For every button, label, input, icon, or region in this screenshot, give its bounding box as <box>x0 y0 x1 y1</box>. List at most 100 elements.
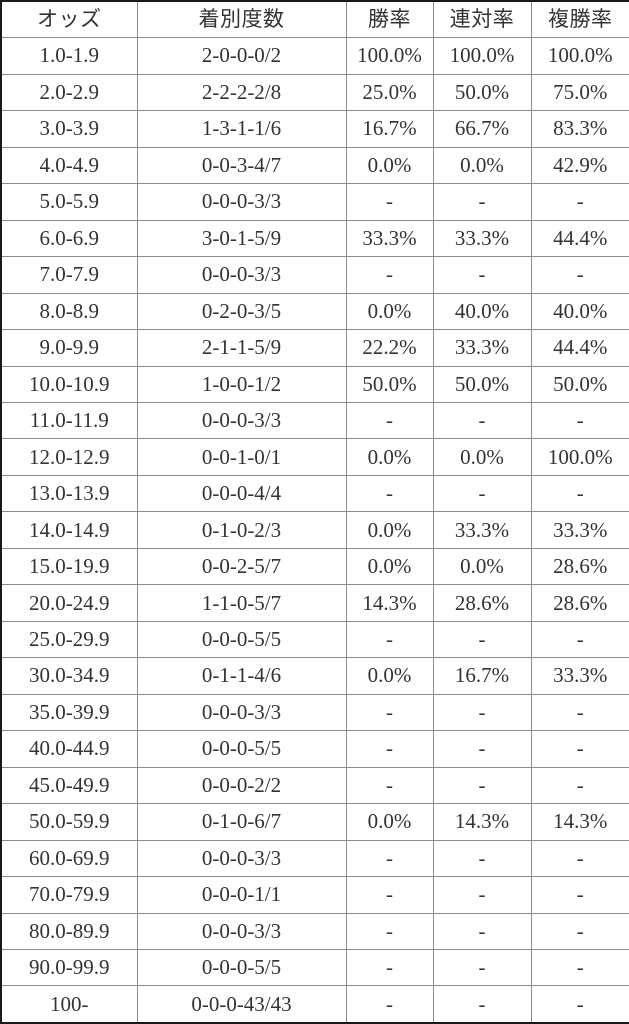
cell-odds: 20.0-24.9 <box>0 584 138 622</box>
cell-win_rate: 0.0% <box>345 438 434 476</box>
cell-odds: 60.0-69.9 <box>0 839 138 878</box>
cell-win_rate: - <box>345 912 434 951</box>
table-row: 45.0-49.9 0-0-0-2/2- - - <box>0 766 629 805</box>
cell-record: 0-0-0-3/3 <box>136 183 347 221</box>
table-row: 1.0-1.9 2-0-0-0/2 100.0% 100.0% 100.0% <box>0 37 629 75</box>
cell-quinella_rate: - <box>432 912 532 951</box>
cell-quinella_rate: 33.3% <box>432 329 532 367</box>
cell-win_rate: - <box>345 693 434 732</box>
table-row: 70.0-79.9 0-0-0-1/1- - - <box>0 876 629 914</box>
cell-odds: 30.0-34.9 <box>0 657 138 695</box>
cell-win_rate: 0.0% <box>345 547 434 586</box>
cell-odds: 50.0-59.9 <box>0 803 138 841</box>
cell-quinella_rate: 0.0% <box>432 146 532 185</box>
cell-quinella_rate: - <box>432 730 532 768</box>
cell-show_rate: - <box>530 256 629 294</box>
table-row: 5.0-5.9 0-0-0-3/3- - - <box>0 183 629 221</box>
cell-win_rate: - <box>345 401 434 440</box>
cell-show_rate: - <box>530 985 629 1024</box>
cell-win_rate: - <box>345 474 434 513</box>
cell-odds: 1.0-1.9 <box>0 37 138 75</box>
cell-odds: 12.0-12.9 <box>0 438 138 476</box>
cell-win_rate: - <box>345 730 434 768</box>
cell-record: 2-1-1-5/9 <box>136 329 347 367</box>
cell-win_rate: - <box>345 985 434 1024</box>
table-row: 15.0-19.9 0-0-2-5/7 0.0% 0.0% 28.6% <box>0 547 629 586</box>
table-row: 11.0-11.9 0-0-0-3/3- - - <box>0 401 629 440</box>
cell-record: 0-1-1-4/6 <box>136 657 347 695</box>
cell-quinella_rate: 14.3% <box>432 803 532 841</box>
cell-quinella_rate: - <box>432 256 532 294</box>
cell-win_rate: 0.0% <box>345 803 434 841</box>
cell-record: 0-0-3-4/7 <box>136 146 347 185</box>
cell-show_rate: 40.0% <box>530 292 629 331</box>
cell-win_rate: 14.3% <box>345 584 434 622</box>
table-row: 9.0-9.9 2-1-1-5/9 22.2% 33.3% 44.4% <box>0 329 629 367</box>
cell-show_rate: - <box>530 839 629 878</box>
cell-win_rate: 0.0% <box>345 292 434 331</box>
cell-quinella_rate: 40.0% <box>432 292 532 331</box>
cell-odds: 5.0-5.9 <box>0 183 138 221</box>
cell-odds: 10.0-10.9 <box>0 365 138 403</box>
cell-win_rate: 100.0% <box>345 37 434 75</box>
cell-show_rate: - <box>530 474 629 513</box>
cell-quinella_rate: 100.0% <box>432 37 532 75</box>
table-row: 25.0-29.9 0-0-0-5/5- - - <box>0 620 629 659</box>
cell-show_rate: 28.6% <box>530 547 629 586</box>
cell-win_rate: - <box>345 839 434 878</box>
cell-odds: 45.0-49.9 <box>0 766 138 805</box>
table-row: 4.0-4.9 0-0-3-4/7 0.0% 0.0% 42.9% <box>0 146 629 185</box>
cell-quinella_rate: 0.0% <box>432 438 532 476</box>
table-row: 12.0-12.9 0-0-1-0/1 0.0% 0.0% 100.0% <box>0 438 629 476</box>
cell-show_rate: - <box>530 912 629 951</box>
cell-show_rate: - <box>530 401 629 440</box>
cell-show_rate: 50.0% <box>530 365 629 403</box>
cell-record: 0-0-1-0/1 <box>136 438 347 476</box>
cell-quinella_rate: 33.3% <box>432 511 532 549</box>
cell-quinella_rate: - <box>432 183 532 221</box>
table-row: 14.0-14.9 0-1-0-2/3 0.0% 33.3% 33.3% <box>0 511 629 549</box>
cell-record: 0-0-0-3/3 <box>136 912 347 951</box>
table-row: 80.0-89.9 0-0-0-3/3- - - <box>0 912 629 951</box>
cell-odds: 35.0-39.9 <box>0 693 138 732</box>
cell-win_rate: - <box>345 256 434 294</box>
cell-quinella_rate: 28.6% <box>432 584 532 622</box>
cell-record: 1-1-0-5/7 <box>136 584 347 622</box>
cell-odds: 13.0-13.9 <box>0 474 138 513</box>
column-header-show-rate: 複勝率 <box>530 0 629 39</box>
table-row: 100- 0-0-0-43/43- - - <box>0 985 629 1024</box>
cell-show_rate: - <box>530 876 629 914</box>
table-row: 3.0-3.9 1-3-1-1/6 16.7% 66.7% 83.3% <box>0 110 629 148</box>
column-header-record: 着別度数 <box>136 0 347 39</box>
cell-win_rate: - <box>345 766 434 805</box>
cell-quinella_rate: - <box>432 949 532 987</box>
cell-record: 0-0-0-43/43 <box>136 985 347 1024</box>
cell-odds: 8.0-8.9 <box>0 292 138 331</box>
cell-quinella_rate: 50.0% <box>432 73 532 112</box>
cell-win_rate: 0.0% <box>345 511 434 549</box>
cell-odds: 40.0-44.9 <box>0 730 138 768</box>
cell-win_rate: 33.3% <box>345 219 434 258</box>
cell-record: 0-0-0-4/4 <box>136 474 347 513</box>
cell-record: 0-0-0-2/2 <box>136 766 347 805</box>
cell-odds: 6.0-6.9 <box>0 219 138 258</box>
cell-quinella_rate: 50.0% <box>432 365 532 403</box>
cell-show_rate: 100.0% <box>530 37 629 75</box>
cell-win_rate: 50.0% <box>345 365 434 403</box>
cell-odds: 100- <box>0 985 138 1024</box>
cell-quinella_rate: 16.7% <box>432 657 532 695</box>
cell-quinella_rate: - <box>432 620 532 659</box>
cell-odds: 80.0-89.9 <box>0 912 138 951</box>
table-row: 10.0-10.9 1-0-0-1/2 50.0% 50.0% 50.0% <box>0 365 629 403</box>
cell-win_rate: - <box>345 876 434 914</box>
cell-show_rate: 44.4% <box>530 329 629 367</box>
cell-record: 0-0-0-5/5 <box>136 949 347 987</box>
cell-odds: 15.0-19.9 <box>0 547 138 586</box>
cell-win_rate: 0.0% <box>345 146 434 185</box>
cell-show_rate: 42.9% <box>530 146 629 185</box>
cell-win_rate: - <box>345 183 434 221</box>
cell-quinella_rate: - <box>432 693 532 732</box>
cell-record: 2-0-0-0/2 <box>136 37 347 75</box>
cell-quinella_rate: 66.7% <box>432 110 532 148</box>
cell-odds: 7.0-7.9 <box>0 256 138 294</box>
